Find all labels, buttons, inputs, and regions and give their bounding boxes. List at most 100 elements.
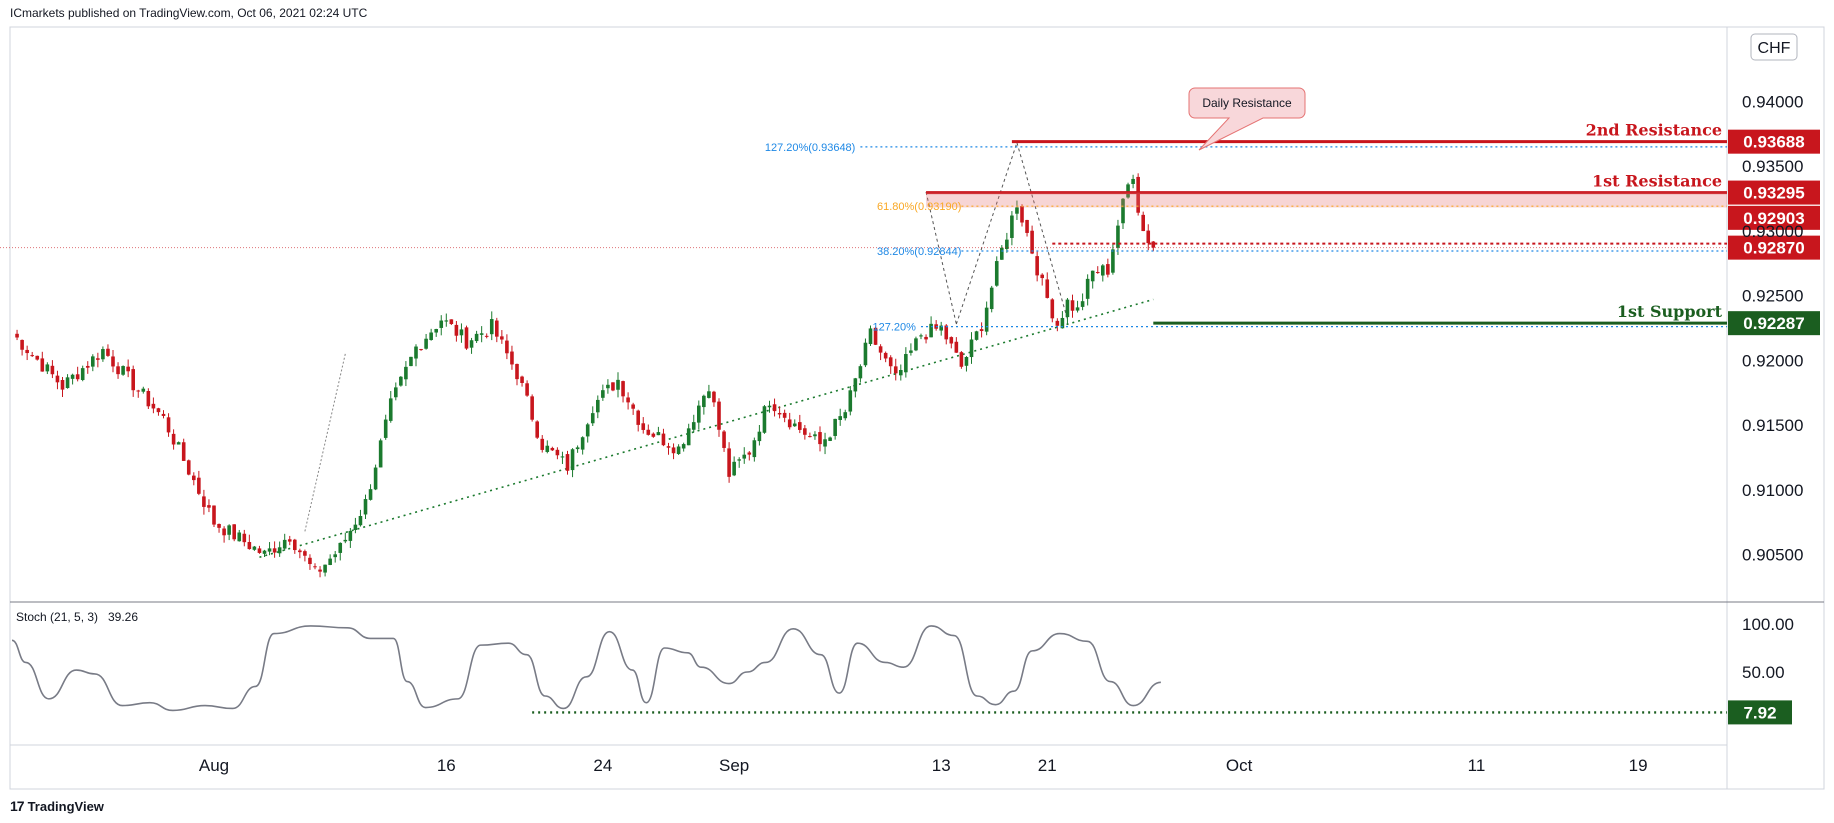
candle-body xyxy=(459,329,464,336)
candle-body xyxy=(767,405,772,408)
candle xyxy=(858,364,863,383)
candle xyxy=(70,373,75,385)
currency-label: CHF xyxy=(1758,40,1791,57)
currency-badge[interactable]: CHF xyxy=(1750,33,1798,61)
candle-body xyxy=(1090,270,1095,282)
time-tick-label: Oct xyxy=(1226,756,1253,775)
candle-body xyxy=(358,516,363,526)
candle-body xyxy=(808,436,812,438)
price-tick-label: 0.91500 xyxy=(1742,416,1803,435)
daily-resistance-label: Daily Resistance xyxy=(1202,96,1292,110)
stoch-level-label: 7.92 xyxy=(1743,703,1776,722)
chart-frame xyxy=(9,26,1825,790)
candle-body xyxy=(742,454,747,459)
candle-body xyxy=(510,351,514,365)
candle-body xyxy=(141,388,146,392)
candle xyxy=(318,566,322,578)
candle xyxy=(1146,224,1151,251)
candle-body xyxy=(282,539,287,549)
candle xyxy=(217,523,221,533)
candle xyxy=(1151,241,1156,252)
candle-body xyxy=(146,390,151,407)
candle-body xyxy=(994,261,999,286)
candle xyxy=(530,394,534,422)
price-tag-label: 0.93688 xyxy=(1743,133,1804,152)
candle-body xyxy=(681,444,686,449)
candle-body xyxy=(1080,301,1085,307)
candle xyxy=(565,450,570,475)
candle-body xyxy=(661,433,666,446)
candle-body xyxy=(1131,178,1135,184)
candle xyxy=(964,356,969,372)
candle xyxy=(1005,232,1009,253)
candle-body xyxy=(25,349,29,354)
candle-body xyxy=(469,340,474,348)
candle xyxy=(641,417,646,434)
time-tick-label: Sep xyxy=(719,756,749,775)
candle-body xyxy=(611,382,615,391)
candle xyxy=(1131,174,1135,189)
candle xyxy=(1136,173,1140,216)
candle-body xyxy=(646,429,651,435)
tradingview-logo[interactable]: 17 TradingView xyxy=(10,798,104,814)
candle xyxy=(1045,272,1050,299)
candle-body xyxy=(949,337,954,344)
candle-body xyxy=(873,327,878,345)
candle-body xyxy=(313,566,317,568)
candle xyxy=(1121,198,1125,230)
candle xyxy=(1085,274,1090,306)
candle-body xyxy=(20,339,24,350)
stoch-tick-label: 100.00 xyxy=(1742,615,1794,634)
candle-body xyxy=(212,505,216,525)
price-tick-label: 0.91000 xyxy=(1742,481,1803,500)
candle xyxy=(222,526,226,543)
candle xyxy=(1060,311,1065,329)
candle-body xyxy=(126,366,130,372)
candle-body xyxy=(555,449,560,456)
candle-body xyxy=(111,356,115,367)
candle xyxy=(232,524,236,542)
candle-body xyxy=(500,336,504,340)
candle xyxy=(585,422,590,443)
candle-body xyxy=(1030,230,1034,254)
candle xyxy=(1055,318,1060,332)
candle xyxy=(717,398,721,437)
candle xyxy=(399,376,403,387)
candle-body xyxy=(1126,184,1130,198)
time-tick-label: 19 xyxy=(1629,756,1648,775)
candle xyxy=(1116,219,1120,255)
candle xyxy=(954,337,959,353)
candle-body xyxy=(45,364,50,372)
candle xyxy=(893,358,898,381)
candle xyxy=(570,448,575,478)
candle-body xyxy=(803,428,807,435)
candle-body xyxy=(1055,320,1060,326)
candle xyxy=(742,447,747,464)
candle-body xyxy=(1005,239,1009,250)
candle xyxy=(686,423,691,446)
candle-body xyxy=(631,404,635,409)
candle-body xyxy=(479,333,484,335)
candle-body xyxy=(419,349,423,351)
candle-body xyxy=(272,548,277,553)
candle xyxy=(212,505,216,527)
candle xyxy=(55,370,60,390)
candle xyxy=(540,435,545,453)
candle xyxy=(434,328,438,337)
candle xyxy=(979,322,984,338)
fib-layer: 127.20%(0.93648) 61.80%(0.93190) 38.20%(0.… xyxy=(765,142,1727,334)
candle xyxy=(282,533,287,551)
candle xyxy=(247,534,252,550)
level-name-4: 1st Support xyxy=(1617,302,1723,321)
price-tag xyxy=(1728,235,1820,260)
candle xyxy=(449,319,454,326)
candle xyxy=(616,372,620,398)
candle xyxy=(161,410,166,419)
time-tick-label: 16 xyxy=(437,756,456,775)
levels-layer: 2nd Resistance 0.93688 1st Resistance 0.932… xyxy=(0,121,1820,336)
candle-body xyxy=(70,374,75,379)
candle-body xyxy=(429,332,433,341)
price-tag-label: 0.93295 xyxy=(1743,184,1804,203)
resistance-zone xyxy=(926,192,1727,208)
candle xyxy=(308,554,312,570)
